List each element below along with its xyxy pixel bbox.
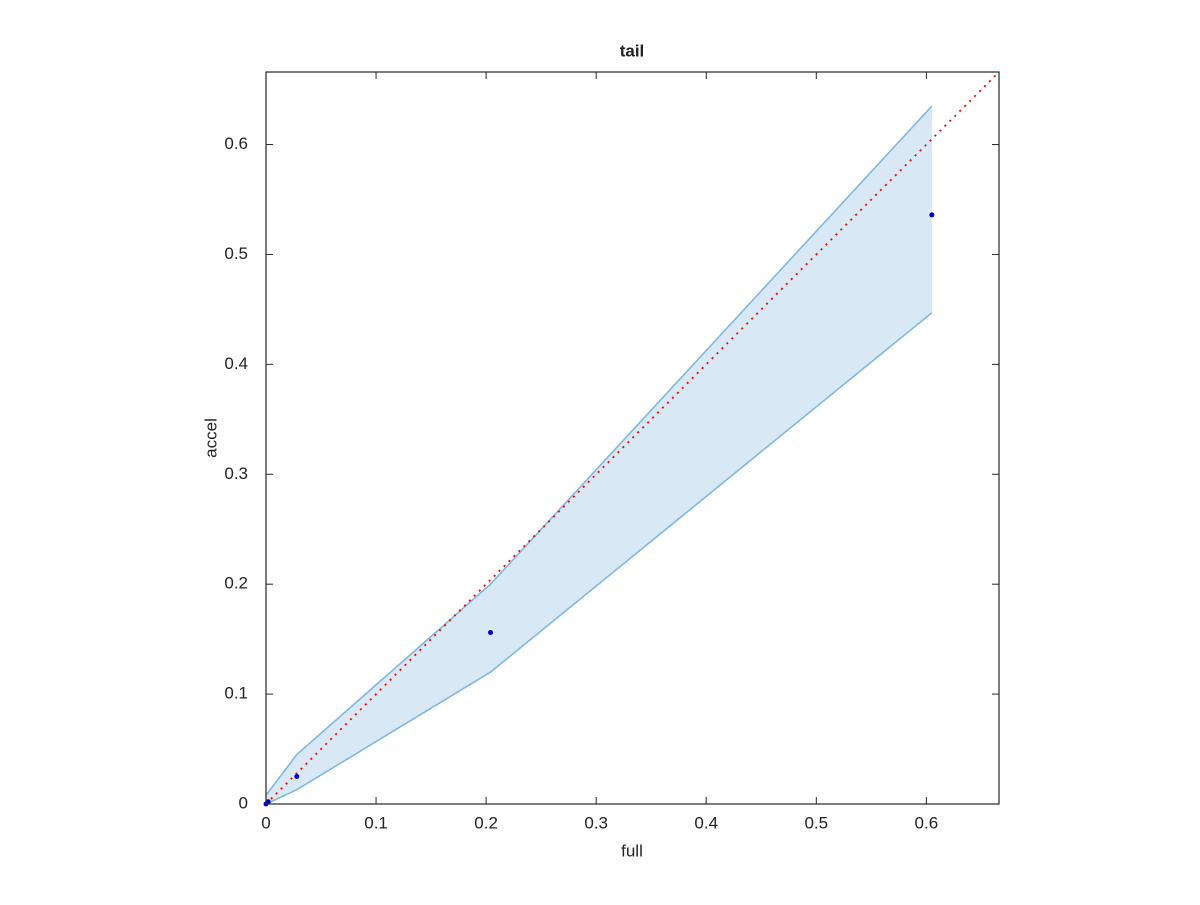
y-tick-label: 0.4	[224, 354, 248, 373]
x-tick-label: 0.4	[694, 813, 718, 832]
x-tick-label: 0.3	[584, 813, 608, 832]
y-tick-label: 0.1	[224, 684, 248, 703]
y-tick-label: 0.6	[224, 134, 248, 153]
x-tick-label: 0.6	[915, 813, 939, 832]
x-tick-label: 0.2	[474, 813, 498, 832]
x-tick-label: 0.5	[804, 813, 828, 832]
data-point	[488, 630, 494, 636]
band-area	[266, 106, 932, 804]
x-axis-label: full	[621, 841, 643, 860]
y-tick-label: 0.5	[224, 244, 248, 263]
data-point	[294, 774, 300, 780]
y-tick-label: 0.2	[224, 574, 248, 593]
x-tick-label: 0	[261, 813, 270, 832]
y-tick-label: 0	[239, 793, 248, 812]
band-upper-edge	[265, 105, 933, 796]
data-point	[929, 212, 935, 218]
y-tick-label: 0.3	[224, 464, 248, 483]
chart-title: tail	[620, 41, 645, 60]
band-lower-edge	[265, 312, 933, 805]
axes-box	[265, 71, 1000, 805]
x-tick-label: 0.1	[364, 813, 388, 832]
data-point	[265, 799, 271, 805]
y-axis-label: accel	[201, 418, 220, 458]
